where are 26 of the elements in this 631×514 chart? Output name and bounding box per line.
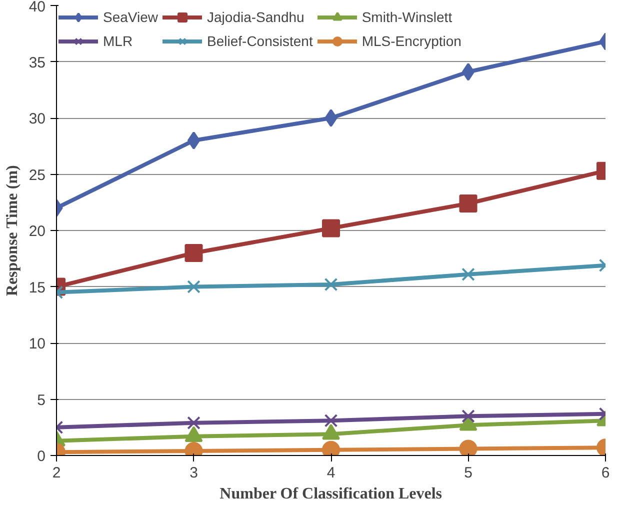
x-axis-title: Number Of Classification Levels	[220, 486, 442, 502]
point	[324, 109, 338, 127]
x-tick-label: 5	[464, 464, 472, 482]
x-tick-label: 2	[52, 464, 61, 482]
y-tick-label: 35	[28, 54, 46, 72]
legend-label: SeaView	[103, 9, 158, 25]
point	[324, 278, 338, 292]
legend-label: MLS-Encryption	[362, 33, 462, 49]
point	[324, 414, 338, 428]
y-tick-label: 10	[28, 336, 46, 352]
y-tick-label: 40	[28, 0, 46, 16]
y-tick-label: 25	[28, 166, 46, 184]
y-tick-label: 30	[28, 110, 46, 128]
y-tick-label: 15	[28, 279, 46, 296]
legend-label: Smith-Winslett	[362, 9, 452, 25]
legend-label: Belief-Consistent	[207, 33, 313, 49]
legend-label: MLR	[103, 33, 133, 49]
point	[322, 219, 340, 238]
x-tick-label: 6	[601, 464, 610, 482]
y-axis-title: Response Time (m)	[4, 165, 21, 296]
y-tick-label: 20	[28, 223, 46, 240]
legend-label: Jajodia-Sandhu	[207, 9, 304, 25]
y-tick-label: 0	[37, 448, 46, 465]
x-tick-label: 3	[190, 464, 198, 482]
x-tick-label: 4	[326, 464, 336, 482]
y-tick-label: 5	[37, 392, 46, 409]
